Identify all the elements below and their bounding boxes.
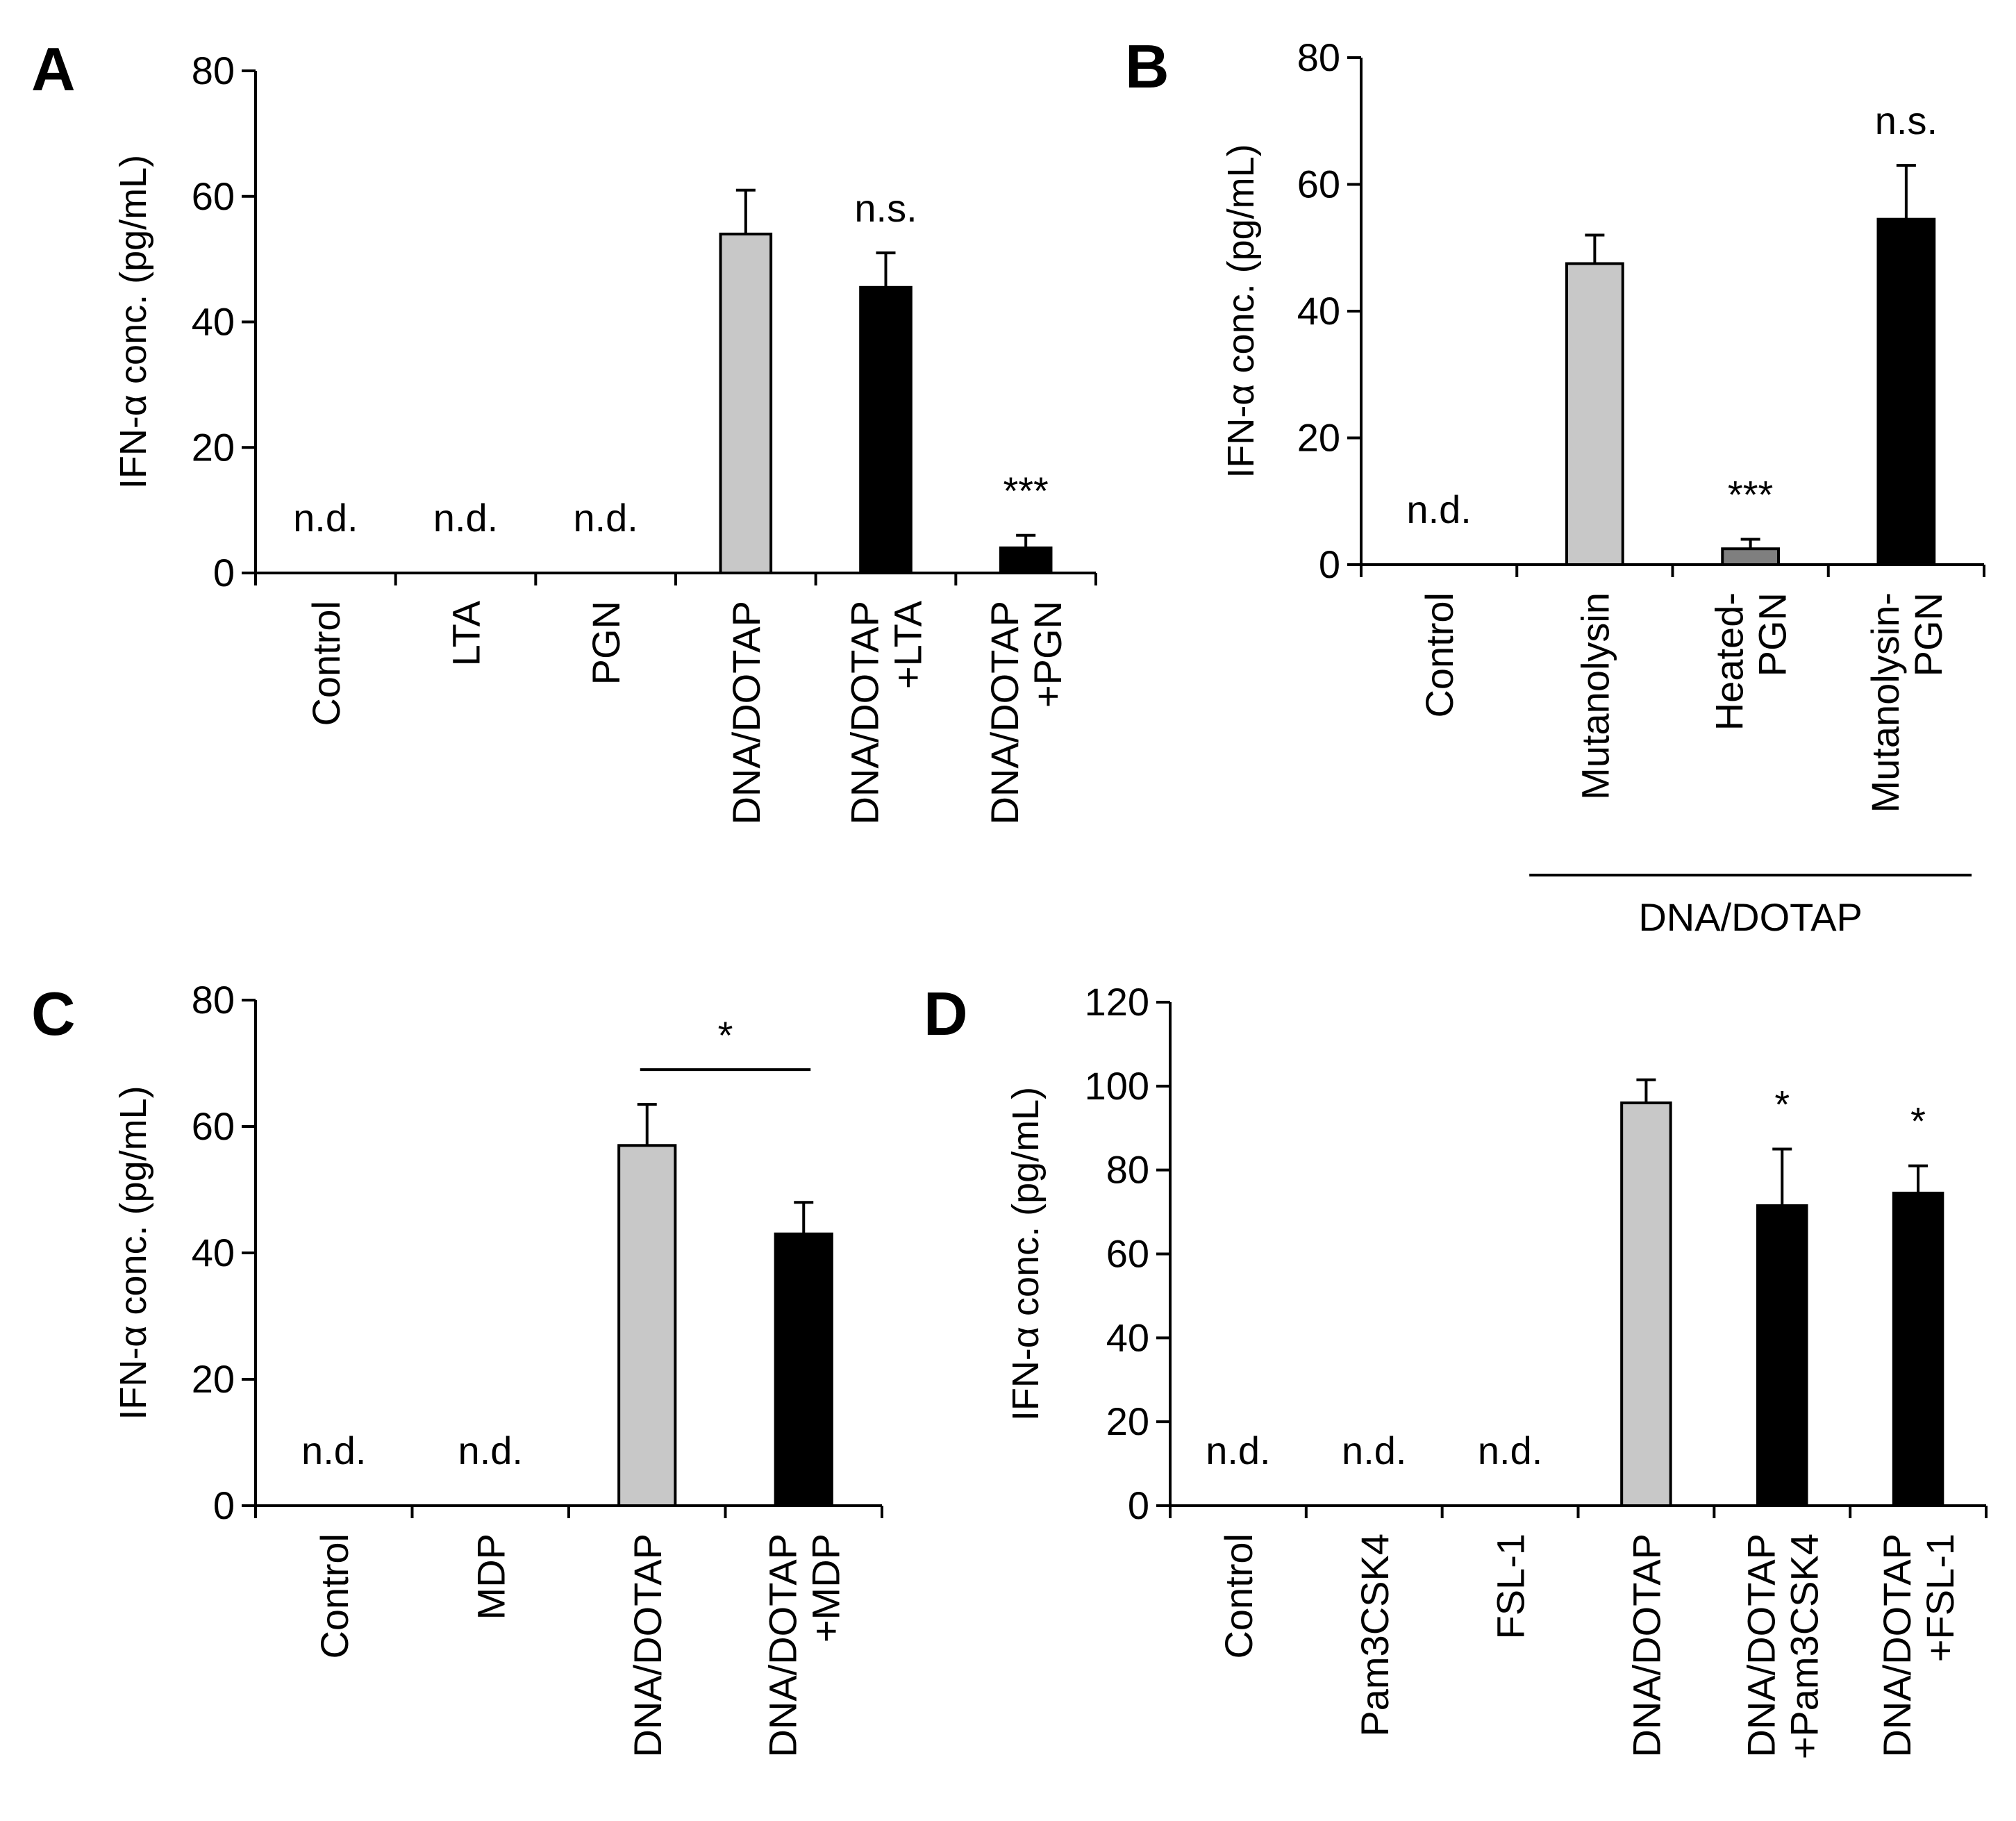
category-label: Heated-: [1708, 592, 1751, 731]
category-label: DNA/DOTAP: [724, 601, 768, 825]
significance-label: *: [718, 1013, 733, 1057]
significance-label: n.s.: [854, 186, 917, 230]
category-label: +FSL-1: [1918, 1533, 1962, 1662]
y-tick-label: 20: [192, 425, 235, 469]
bar: [617, 1144, 677, 1508]
bar: [1892, 1191, 1944, 1508]
y-axis-title: IFN-α conc. (pg/mL): [113, 155, 154, 489]
bar: [1565, 262, 1624, 566]
bar: [1721, 547, 1780, 566]
panel-a: A 0 20 40 60 80 IFN-α conc. (pg/mL) n.d. Control…: [31, 35, 1097, 825]
y-tick-label: 60: [1297, 163, 1340, 206]
not-detected-label: n.d.: [433, 496, 498, 540]
bar: [719, 232, 773, 574]
not-detected-label: n.d.: [573, 496, 638, 540]
bar: [859, 285, 913, 574]
panel-c: C 0 20 40 60 80 IFN-α conc. (pg/mL) n.d. Control…: [31, 978, 883, 1758]
category-label: PGN: [1906, 592, 1950, 676]
group-label: DNA/DOTAP: [1638, 895, 1863, 939]
category-label: +MDP: [803, 1533, 847, 1643]
category-label: +Pam3CSK4: [1782, 1533, 1826, 1759]
y-axis-title: IFN-α conc. (pg/mL): [113, 1086, 154, 1420]
y-tick-label: 40: [1106, 1315, 1149, 1359]
bar: [1620, 1101, 1672, 1507]
category-label: PGN: [1751, 592, 1794, 676]
y-tick-label: 100: [1085, 1064, 1149, 1108]
panel-letter: D: [924, 979, 968, 1048]
y-axis-title: IFN-α conc. (pg/mL): [1005, 1087, 1047, 1421]
not-detected-label: n.d.: [1206, 1429, 1270, 1472]
category-label: Control: [304, 601, 348, 726]
y-tick-label: 80: [1106, 1148, 1149, 1192]
category-label: Control: [1417, 592, 1461, 718]
bar: [1756, 1204, 1808, 1508]
category-label: MDP: [469, 1533, 513, 1620]
y-tick-label: 80: [192, 49, 235, 92]
y-tick-label: 120: [1085, 980, 1149, 1024]
y-tick-label: 20: [1106, 1399, 1149, 1443]
y-tick-label: 80: [192, 978, 235, 1022]
y-tick-label: 40: [1297, 289, 1340, 333]
category-label: +LTA: [886, 600, 930, 689]
y-tick-label: 0: [213, 1483, 235, 1527]
y-tick-label: 60: [1106, 1232, 1149, 1276]
not-detected-label: n.d.: [1478, 1429, 1542, 1472]
category-label: +PGN: [1026, 601, 1069, 708]
y-tick-label: 0: [1319, 542, 1340, 586]
category-label: DNA/DOTAP: [1875, 1533, 1919, 1758]
category-label: Mutanolysin: [1573, 592, 1617, 800]
panel-b: B 0 20 40 60 80 IFN-α conc. (pg/mL) n.d. Control…: [1125, 32, 1985, 939]
panel-letter: C: [31, 979, 76, 1048]
y-tick-label: 80: [1297, 35, 1340, 79]
not-detected-label: n.d.: [293, 496, 358, 540]
category-label: DNA/DOTAP: [1624, 1533, 1668, 1758]
significance-label: ***: [1728, 473, 1773, 517]
panel-letter: B: [1125, 32, 1169, 101]
bar: [1876, 217, 1936, 566]
bar: [774, 1232, 833, 1507]
not-detected-label: n.d.: [458, 1429, 523, 1472]
category-label: DNA/DOTAP: [1739, 1533, 1783, 1758]
category-label: LTA: [444, 600, 488, 666]
y-axis-title: IFN-α conc. (pg/mL): [1220, 144, 1262, 478]
category-label: Mutanolysin-: [1863, 592, 1907, 813]
category-label: DNA/DOTAP: [760, 1533, 804, 1758]
not-detected-label: n.d.: [1406, 488, 1471, 531]
y-tick-label: 0: [213, 551, 235, 594]
not-detected-label: n.d.: [301, 1429, 366, 1472]
y-tick-label: 20: [1297, 416, 1340, 460]
category-label: FSL-1: [1489, 1533, 1533, 1640]
category-label: DNA/DOTAP: [626, 1533, 669, 1758]
y-tick-label: 40: [192, 300, 235, 344]
not-detected-label: n.d.: [1342, 1429, 1406, 1472]
y-tick-label: 20: [192, 1357, 235, 1401]
category-label: Control: [1217, 1533, 1260, 1659]
y-tick-label: 0: [1128, 1483, 1149, 1527]
bar: [999, 546, 1053, 574]
panel-d: D 0 20 40 60 80 100 120 IFN-α conc. (pg/mL) n.d. C…: [924, 979, 1988, 1759]
category-label: Pam3CSK4: [1353, 1533, 1397, 1737]
category-label: DNA/DOTAP: [843, 601, 887, 825]
significance-label: *: [1774, 1082, 1790, 1126]
significance-label: ***: [1003, 469, 1048, 513]
category-label: Control: [313, 1533, 356, 1659]
y-tick-label: 60: [192, 174, 235, 218]
y-tick-label: 40: [192, 1231, 235, 1274]
category-label: PGN: [584, 601, 628, 685]
y-tick-label: 60: [192, 1104, 235, 1148]
significance-label: n.s.: [1875, 99, 1938, 142]
significance-label: *: [1910, 1099, 1926, 1143]
panel-letter: A: [31, 35, 76, 103]
category-label: DNA/DOTAP: [983, 601, 1026, 825]
